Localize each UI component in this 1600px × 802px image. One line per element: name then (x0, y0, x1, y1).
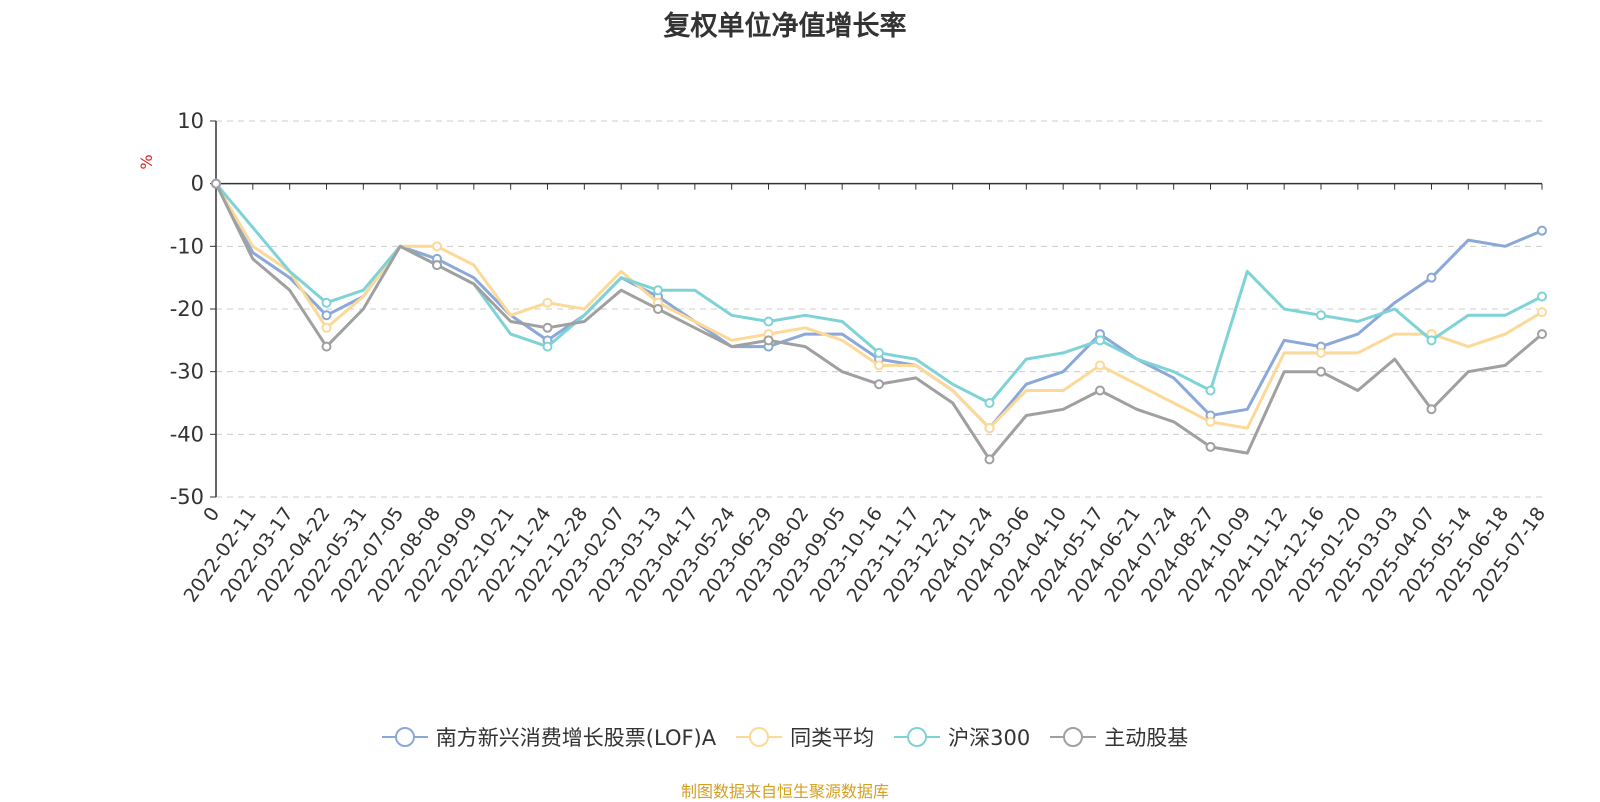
legend-label: 主动股基 (1104, 726, 1189, 750)
data-point (984, 423, 995, 434)
data-point (211, 178, 221, 189)
y-tick-label: -10 (170, 234, 204, 258)
legend-item[interactable]: 主动股基 (1050, 722, 1188, 752)
data-point (1316, 310, 1326, 321)
legend-marker-icon (894, 727, 941, 747)
data-point (1537, 329, 1547, 340)
legend-label: 同类平均 (790, 726, 875, 750)
data-point (653, 304, 663, 314)
legend-item[interactable]: 南方新兴消费增长股票(LOF)A (381, 722, 717, 752)
series-line (214, 183, 1543, 461)
legend-marker-icon (381, 727, 428, 747)
data-point (763, 316, 774, 327)
y-tick-label: -50 (170, 485, 204, 509)
legend-marker-icon (1050, 727, 1097, 747)
x-tick-label: 0 (199, 503, 224, 526)
data-point (321, 310, 332, 321)
data-point (984, 454, 995, 465)
data-point (1205, 441, 1216, 452)
data-point (1095, 335, 1105, 346)
data-point (542, 341, 553, 352)
data-point (542, 322, 553, 333)
series-line (214, 182, 1543, 430)
data-point (653, 285, 663, 296)
chart-title: 复权单位净值增长率 (663, 11, 907, 42)
y-tick-label: 10 (177, 109, 204, 133)
y-tick-label: -30 (170, 360, 204, 384)
data-point (1316, 366, 1326, 377)
y-tick-label: -20 (170, 297, 204, 321)
data-point (1316, 347, 1326, 358)
data-point (874, 347, 884, 358)
data-point (763, 335, 774, 346)
legend-item[interactable]: 沪深300 (894, 722, 1030, 752)
y-tick-label: 0 (191, 172, 204, 196)
data-point (984, 398, 995, 408)
data-point (1095, 360, 1105, 371)
series-line (214, 182, 1543, 430)
data-point (432, 260, 442, 271)
data-source-note: 制图数据来自恒生聚源数据库 (680, 782, 889, 801)
data-point (874, 360, 884, 371)
data-point (1537, 307, 1547, 318)
data-point (1537, 225, 1547, 236)
data-point (1537, 291, 1547, 302)
legend-label: 南方新兴消费增长股票(LOF)A (435, 726, 717, 750)
data-point (874, 379, 884, 390)
data-point (321, 322, 332, 333)
data-point (1426, 335, 1437, 346)
legend-item[interactable]: 同类平均 (736, 722, 874, 752)
data-point (321, 297, 332, 308)
data-point (1095, 385, 1105, 396)
data-point (1205, 416, 1216, 427)
data-point (542, 297, 553, 308)
data-point (321, 341, 332, 352)
data-point (1205, 385, 1216, 396)
data-point (1426, 272, 1437, 283)
legend: 南方新兴消费增长股票(LOF)A 同类平均 沪深300 主动股基 (0, 722, 1570, 752)
chart-plot: 100-10-20-30-40-50%02022-02-112022-03-17… (137, 109, 1550, 606)
data-point (1426, 404, 1437, 415)
legend-label: 沪深300 (948, 726, 1031, 750)
y-tick-label: -40 (170, 422, 204, 446)
y-axis-label: % (137, 154, 156, 169)
legend-marker-icon (736, 727, 783, 747)
data-point (432, 241, 442, 252)
